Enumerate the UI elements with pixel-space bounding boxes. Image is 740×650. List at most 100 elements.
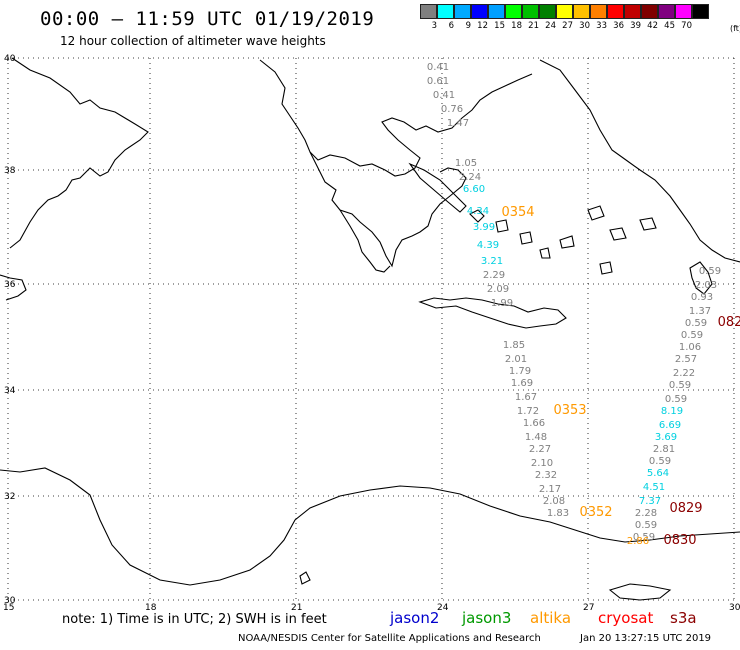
legend-label: 30 [579, 21, 590, 31]
wave-height-label: 2.09 [487, 284, 509, 295]
wave-height-label: 0.76 [441, 104, 463, 115]
wave-height-label: 3.21 [481, 256, 503, 267]
pass-time-label: 0353 [553, 403, 586, 418]
lat-label: 34 [4, 386, 16, 396]
wave-height-label: 1.37 [689, 306, 711, 317]
legend-swatch [471, 4, 488, 19]
wave-height-label: 1.83 [547, 508, 569, 519]
legend-label: 15 [494, 21, 505, 31]
lon-label: 18 [145, 603, 157, 613]
rhodes-coastline [689, 261, 713, 295]
wave-height-track: 0.41 0.61 0.41 0.76 1.47 1.05 2.246.60 4.34 3.99… [427, 62, 721, 547]
legend-swatch [675, 4, 692, 19]
legend-swatch [454, 4, 471, 19]
legend-label: 18 [511, 21, 522, 31]
legend-swatch [539, 4, 556, 19]
wave-height-label: 0.59 [635, 520, 657, 531]
wave-height-label: 2.27 [529, 444, 551, 455]
lon-label: 27 [583, 603, 594, 613]
satellite-altika: altika [530, 609, 572, 627]
lat-label: 38 [4, 166, 16, 176]
legend-label: 45 [664, 21, 675, 31]
wave-height-label: 4.34 [467, 206, 489, 217]
wave-height-label: 1.66 [523, 418, 545, 429]
wave-height-label: 1.69 [511, 378, 533, 389]
lat-label: 40 [4, 54, 16, 64]
legend-label: 21 [528, 21, 539, 31]
legend-swatch [437, 4, 454, 19]
legend-label: 12 [477, 21, 488, 31]
satellite-cryosat: cryosat [598, 609, 654, 627]
map-title: 00:00 – 11:59 UTC 01/19/2019 [40, 8, 375, 30]
legend-label: 3 [431, 21, 437, 31]
legend-swatch [641, 4, 658, 19]
euboea-coastline [408, 162, 467, 213]
balkan-coastline [259, 59, 533, 177]
wave-height-label: 0.59 [649, 456, 671, 467]
legend-swatch [420, 4, 437, 19]
wave-height-label: 1.06 [679, 342, 701, 353]
wave-height-label: 2.86 [627, 536, 649, 547]
wave-height-label: 0.41 [427, 62, 449, 73]
wave-height-label: 0.41 [433, 90, 455, 101]
legend-swatch [488, 4, 505, 19]
legend-swatch [556, 4, 573, 19]
wave-height-label: 2.28 [635, 508, 657, 519]
cyclades-islands [469, 209, 575, 259]
wave-height-label: 0.59 [665, 394, 687, 405]
wave-height-label: 6.60 [463, 184, 485, 195]
crete-coastline [418, 297, 567, 329]
coastlines [0, 57, 740, 601]
legend-label: 9 [465, 21, 471, 31]
wave-height-label: 5.64 [647, 468, 669, 479]
italy-coastline [9, 57, 149, 249]
legend-swatches [420, 4, 709, 19]
wave-height-label: 1.48 [525, 432, 547, 443]
wave-height-label: 1.47 [447, 118, 469, 129]
legend-label: 6 [448, 21, 454, 31]
wave-height-label: 2.08 [543, 496, 565, 507]
legend-swatch [522, 4, 539, 19]
sicily-coastline [0, 274, 27, 301]
satellite-jason3: jason3 [462, 609, 512, 627]
legend-labels: 3 6 9 12 15 18 21 24 27 30 33 36 39 42 45 70 [420, 21, 709, 31]
wave-height-label: 1.67 [515, 392, 537, 403]
wave-height-label: 3.99 [473, 222, 495, 233]
wave-height-label: 7.37 [639, 496, 661, 507]
pass-time-label: 0830 [663, 533, 696, 548]
legend-swatch [505, 4, 522, 19]
generated-date: Jan 20 13:27:15 UTC 2019 [580, 633, 712, 644]
wave-height-label: 1.99 [491, 298, 513, 309]
wave-height-label: 0.59 [699, 266, 721, 277]
lon-label: 24 [437, 603, 449, 613]
pass-time-label: 0354 [501, 205, 534, 220]
dodecanese-islands [587, 205, 657, 275]
legend-swatch [607, 4, 624, 19]
pass-time-label: 0829 [669, 501, 702, 516]
legend-swatch [624, 4, 641, 19]
lon-label: 15 [3, 603, 14, 613]
legend-label: 70 [681, 21, 692, 31]
wave-height-label: 2.24 [459, 172, 481, 183]
lat-label: 30 [4, 596, 16, 606]
wave-height-label: 4.51 [643, 482, 665, 493]
legend-label: 33 [596, 21, 607, 31]
wave-height-label: 8.19 [661, 406, 683, 417]
legend-swatch [658, 4, 675, 19]
wave-height-label: 2.22 [673, 368, 695, 379]
lat-label: 32 [4, 492, 15, 502]
wave-height-label: 2.10 [531, 458, 553, 469]
legend-label: 39 [630, 21, 641, 31]
credit-text: NOAA/NESDIS Center for Satellite Applica… [238, 633, 541, 644]
peloponnese-coastline [339, 209, 391, 273]
malta-island [299, 571, 311, 585]
wave-height-label: 4.39 [477, 240, 499, 251]
legend-swatch [692, 4, 709, 19]
wave-height-label: 1.72 [517, 406, 539, 417]
legend-swatch [590, 4, 607, 19]
wave-height-label: 0.59 [681, 330, 703, 341]
wave-height-label: 1.79 [509, 366, 531, 377]
